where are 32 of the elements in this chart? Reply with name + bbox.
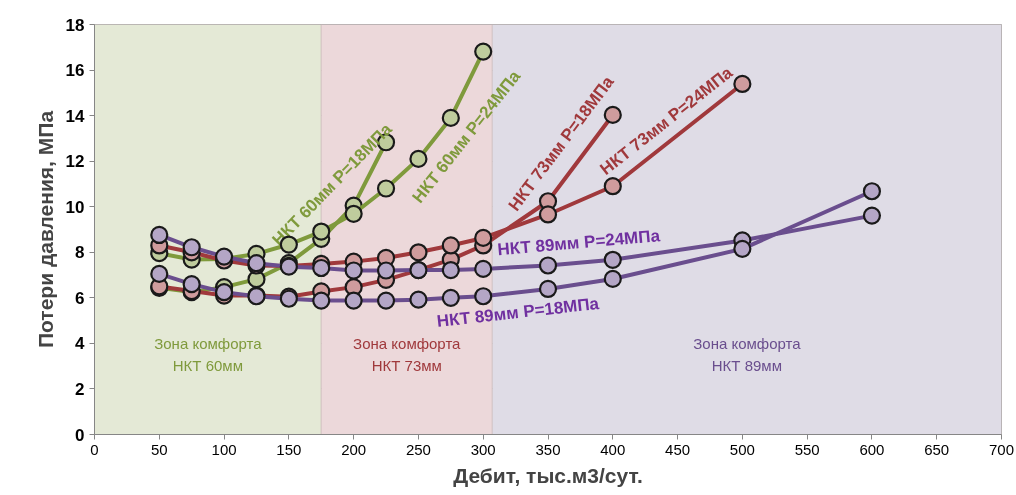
x-tick-label: 0: [90, 440, 99, 458]
y-tick-label: 14: [65, 106, 86, 126]
y-tick-label: 18: [65, 15, 85, 35]
x-axis-title: Дебит, тыс.м3/сут.: [453, 463, 643, 487]
x-tick-label: 250: [405, 440, 431, 458]
x-tick-label: 500: [729, 440, 755, 458]
text: НКТ 89мм P=18МПа: [435, 293, 601, 332]
x-tick-label: 650: [924, 440, 950, 458]
x-tick-label: 400: [600, 440, 626, 458]
x-tick-label: 300: [470, 440, 496, 458]
y-tick-label: 0: [75, 425, 85, 445]
x-tick-label: 100: [211, 440, 237, 458]
y-tick-label: 6: [75, 288, 85, 308]
y-tick-label: 8: [75, 243, 85, 263]
x-tick-label: 450: [665, 440, 691, 458]
y-tick-label: 2: [75, 379, 85, 399]
y-tick-label: 16: [65, 61, 85, 81]
y-axis-title: Потери давления, МПа: [33, 110, 57, 349]
y-tick-label: 10: [65, 197, 85, 217]
y-tick-label: 12: [65, 152, 85, 172]
band-label: Зона комфорта НКТ 60мм: [154, 335, 263, 375]
y-tick-label: 4: [75, 334, 86, 354]
x-tick-label: 700: [988, 440, 1015, 458]
band-label: Зона комфорта НКТ 89мм: [693, 335, 802, 375]
x-tick-label: 600: [859, 440, 885, 458]
x-tick-label: 150: [276, 440, 302, 458]
x-tick-label: 200: [341, 440, 367, 458]
band-label: Зона комфорта НКТ 73мм: [353, 335, 462, 375]
x-tick-label: 550: [794, 440, 820, 458]
text: НКТ 89мм P=24МПа: [496, 226, 662, 260]
x-tick-label: 50: [150, 440, 168, 458]
x-tick-label: 350: [535, 440, 561, 458]
